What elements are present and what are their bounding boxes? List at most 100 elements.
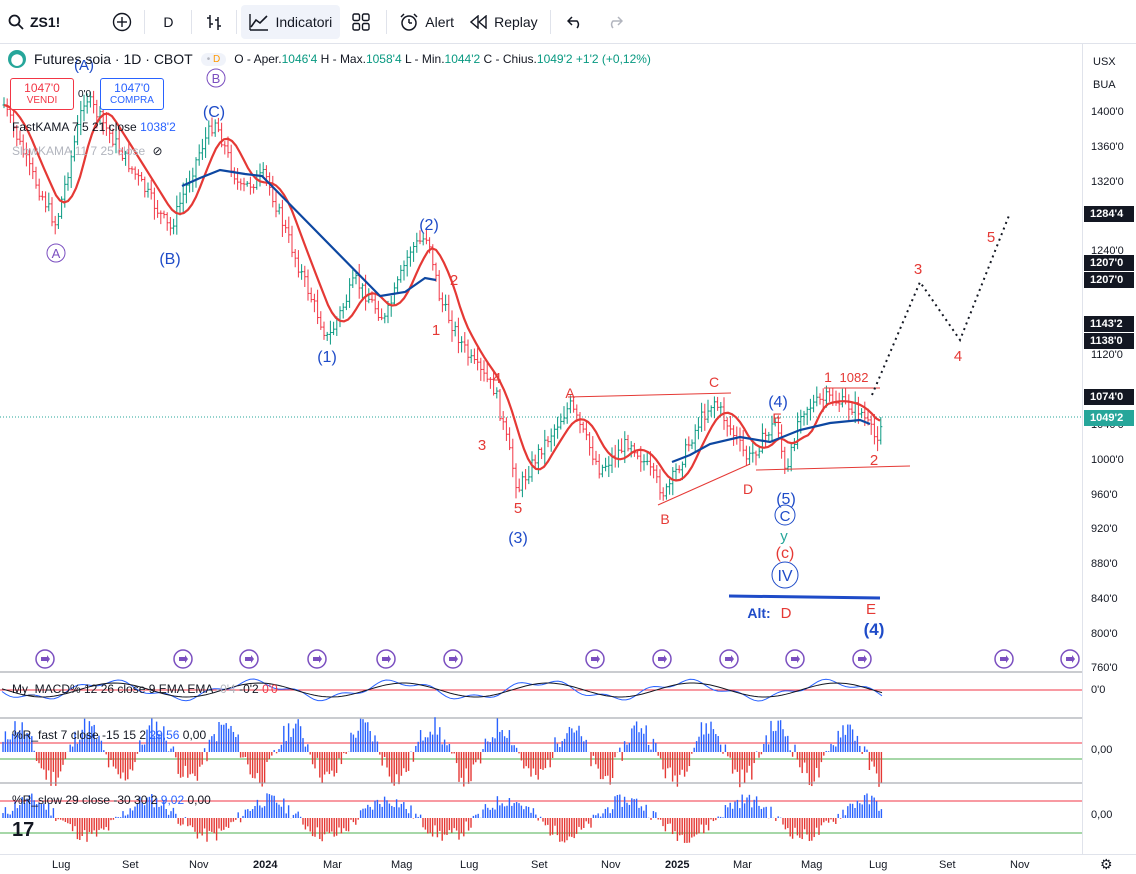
price-bar	[146, 182, 150, 198]
price-bar	[578, 412, 582, 434]
event-marker-icon[interactable]	[652, 649, 672, 669]
currency-button[interactable]: USX	[1093, 56, 1116, 68]
wr-slow-legend[interactable]: %R_slow 29 close -30 30 2 9,02 0,00	[12, 793, 211, 807]
price-bar	[210, 117, 214, 137]
price-bar	[85, 93, 89, 114]
price-bar	[344, 294, 348, 311]
macd-value: -0'4	[216, 682, 236, 696]
fast-kama-line	[3, 103, 881, 482]
redo-button[interactable]	[595, 5, 635, 39]
alt-d-e-line	[728, 594, 881, 600]
time-label: 2024	[253, 859, 278, 871]
time-label: Mag	[391, 859, 413, 871]
event-marker-icon[interactable]	[785, 649, 805, 669]
wave-label: C	[709, 374, 719, 390]
price-bar	[456, 317, 460, 354]
price-bar	[56, 213, 60, 229]
macd-scale-label: 0'0	[1091, 684, 1106, 696]
event-marker-icon[interactable]	[307, 649, 327, 669]
time-axis[interactable]: Lug Set Nov 2024 Mar Mag Lug Set Nov 202…	[0, 854, 1136, 874]
price-bar	[165, 212, 169, 231]
price-bar	[184, 178, 188, 204]
buy-price: 1047'0	[114, 81, 150, 95]
time-label: Lug	[52, 859, 71, 871]
price-bar	[540, 447, 544, 460]
sell-button[interactable]: 1047'0 VENDI	[10, 78, 74, 110]
wave-label: C	[780, 508, 791, 525]
bars-icon	[207, 14, 222, 30]
event-marker-icon[interactable]	[376, 649, 396, 669]
event-marker-icon[interactable]	[173, 649, 193, 669]
wave-labels: A B (A) (B) (C) (1) (2) (3) (4) (5) 1 2 …	[46, 57, 995, 639]
price-bar	[130, 166, 134, 174]
event-marker-icon[interactable]	[994, 649, 1014, 669]
indicators-button[interactable]: Indicatori	[241, 4, 341, 39]
eye-off-icon[interactable]: ⊘	[152, 144, 163, 158]
macd-legend[interactable]: My_MACD% 12 26 close 9 EMA EMA -0'4 -0'2…	[12, 682, 278, 696]
price-bar	[645, 452, 649, 466]
price-bar	[357, 263, 361, 299]
price-bar	[802, 410, 806, 426]
wr-fast-value: 0,00	[182, 728, 207, 742]
spread-value: 0'0	[78, 89, 92, 100]
layouts-button[interactable]	[340, 5, 382, 39]
indicators-icon	[249, 13, 269, 31]
price-bar	[492, 370, 496, 396]
price-bar	[552, 424, 556, 447]
price-bar	[28, 148, 32, 176]
buy-label: COMPRA	[110, 95, 154, 106]
buy-button[interactable]: 1047'0 COMPRA	[100, 78, 164, 110]
time-label: Set	[939, 859, 956, 871]
session-badge[interactable]: • D	[200, 52, 227, 66]
wave-label: (C)	[203, 104, 225, 121]
price-bar	[328, 320, 332, 345]
low-value: 1044'2	[444, 52, 481, 66]
price-bar	[879, 417, 883, 445]
interval-button[interactable]: D	[149, 5, 187, 39]
event-marker-icon[interactable]	[719, 649, 739, 669]
wave-label: 3	[914, 261, 922, 278]
replay-button[interactable]: Replay	[462, 5, 546, 39]
wave-label: 5	[514, 500, 522, 517]
event-marker-icon[interactable]	[585, 649, 605, 669]
price-bar	[728, 415, 732, 436]
settings-gear-icon[interactable]: ⚙	[1100, 856, 1113, 872]
unit-button[interactable]: BUA	[1093, 79, 1116, 91]
price-badge: 1284'4	[1084, 206, 1134, 222]
symbol-search[interactable]: ZS1!	[0, 5, 68, 39]
undo-button[interactable]	[555, 5, 595, 39]
price-bar	[44, 191, 48, 213]
compare-add-button[interactable]	[104, 5, 140, 39]
price-bar	[674, 463, 678, 480]
price-bar	[514, 463, 518, 499]
chart-type-button[interactable]	[196, 5, 232, 39]
instrument-title[interactable]: Futures soia · 1D · CBOT	[34, 51, 193, 67]
price-chart-canvas[interactable]: A B (A) (B) (C) (1) (2) (3) (4) (5) 1 2 …	[0, 44, 1082, 854]
event-markers[interactable]	[35, 649, 1080, 669]
wr-fast-legend[interactable]: %R_fast 7 close -15 15 2 29,56 0,00	[12, 728, 206, 742]
slowkama-legend[interactable]: SlowKAMA 11 7 25 close ⊘	[12, 144, 163, 158]
event-marker-icon[interactable]	[239, 649, 259, 669]
chart-area[interactable]: A B (A) (B) (C) (1) (2) (3) (4) (5) 1 2 …	[0, 44, 1082, 874]
price-bar	[850, 402, 854, 415]
price-bar	[741, 430, 745, 457]
price-bar	[194, 157, 198, 188]
event-marker-icon[interactable]	[852, 649, 872, 669]
price-bar	[607, 456, 611, 478]
alert-button[interactable]: Alert	[391, 5, 462, 39]
event-marker-icon[interactable]	[1060, 649, 1080, 669]
price-label: 880'0	[1091, 558, 1118, 570]
event-marker-icon[interactable]	[443, 649, 463, 669]
open-value: 1046'4	[281, 52, 318, 66]
event-marker-icon[interactable]	[35, 649, 55, 669]
wave-label: (4)	[768, 394, 788, 411]
price-bar	[284, 219, 288, 233]
price-bar	[325, 331, 329, 341]
price-bar	[652, 462, 656, 479]
price-bar	[444, 294, 448, 312]
price-scale[interactable]: USX BUA 1400'0 1360'0 1320'0 1240'0 1120…	[1082, 44, 1136, 854]
price-bar	[34, 166, 38, 189]
fastkama-legend[interactable]: FastKAMA 7 5 21 close 1038'2	[12, 120, 176, 134]
price-bar	[709, 405, 713, 417]
macd-value: 0'0	[262, 682, 278, 696]
